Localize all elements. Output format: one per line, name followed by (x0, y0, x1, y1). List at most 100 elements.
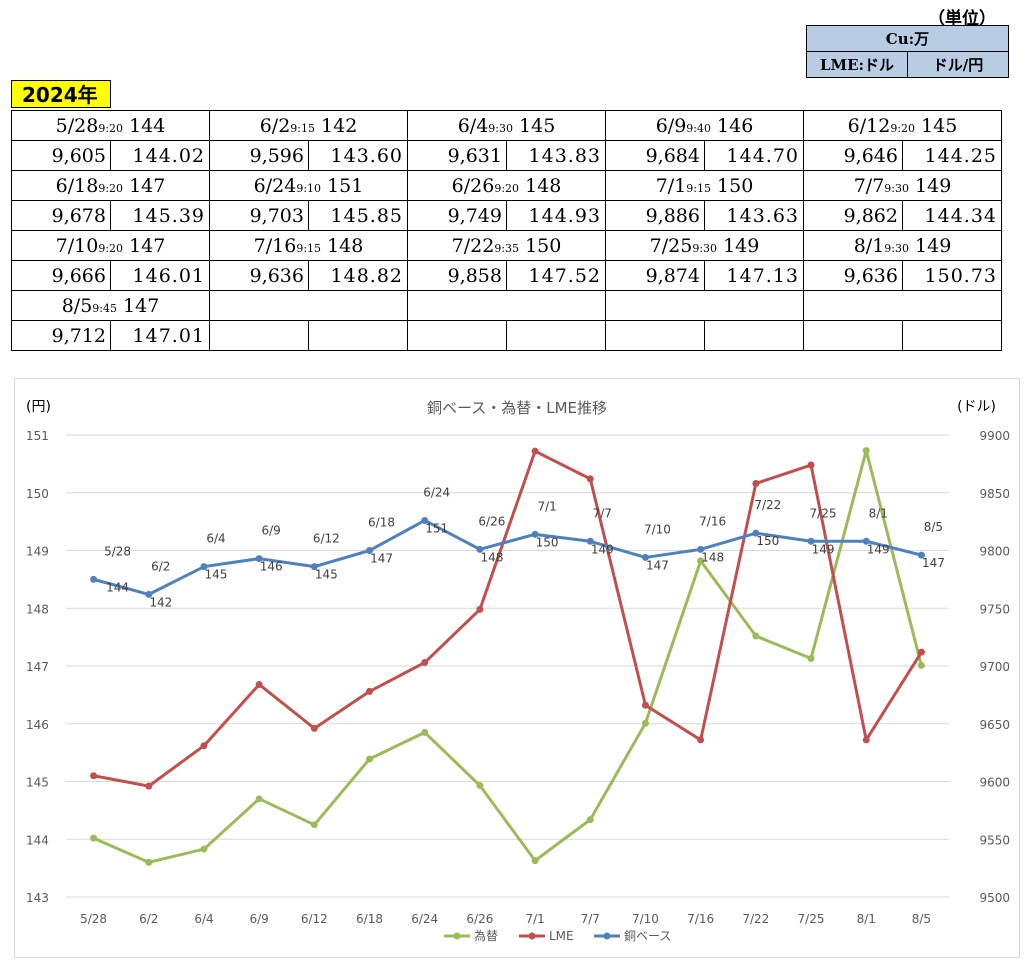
fx-cell (506, 320, 606, 351)
date: 7/10 (55, 234, 99, 257)
unit-fx: ドル/円 (907, 51, 1009, 78)
x-tick-label: 6/24 (411, 912, 438, 926)
data-label-value: 149 (812, 542, 835, 556)
data-label-value: 149 (591, 542, 614, 556)
data-label-date: 5/28 (104, 544, 131, 558)
date: 5/28 (55, 114, 99, 137)
date: 6/12 (847, 114, 891, 137)
date-header-cell (407, 290, 606, 321)
lme-cell: 9,636 (803, 260, 903, 291)
time: 9:20 (494, 181, 520, 195)
data-label-value: 147 (370, 552, 393, 566)
data-point (586, 537, 594, 545)
legend-marker (528, 932, 536, 940)
fx-cell: 144.25 (902, 140, 1002, 171)
copper-base: 150 (717, 174, 754, 197)
date-header-cell: 5/289:20 144 (11, 110, 210, 141)
right-axis-label: (ドル) (957, 399, 996, 415)
copper-base: 147 (123, 294, 160, 317)
copper-base: 149 (915, 234, 952, 257)
left-tick-label: 143 (26, 891, 49, 905)
data-point (421, 659, 429, 667)
copper-base: 149 (723, 234, 760, 257)
x-tick-label: 6/26 (466, 912, 493, 926)
lme-cell (605, 320, 705, 351)
data-label-value: 148 (480, 550, 503, 564)
copper-base: 147 (129, 174, 166, 197)
legend-marker (453, 932, 461, 940)
data-point (752, 529, 760, 537)
time: 9:35 (494, 241, 520, 255)
lme-cell: 9,684 (605, 140, 705, 171)
fx-cell: 144.70 (704, 140, 804, 171)
data-point (90, 772, 98, 780)
data-point (366, 687, 374, 695)
date: 8/5 (61, 294, 93, 317)
x-tick-label: 6/12 (301, 912, 328, 926)
left-tick-label: 146 (26, 718, 49, 732)
line-chart: 143 144 145 146 147 148 149 150 151 9500 9550 9600 9… (26, 399, 1010, 943)
data-point (90, 834, 98, 842)
data-label-value: 148 (701, 550, 724, 564)
date-header-cell: 6/189:20 147 (11, 170, 210, 201)
x-tick-label: 5/28 (80, 912, 107, 926)
unit-table: Cu:万 LME:ドル ドル/円 (806, 25, 1009, 78)
unit-caption: （単位） (928, 9, 996, 29)
data-point (145, 858, 153, 866)
x-tick-label: 7/22 (742, 912, 769, 926)
lme-cell (407, 320, 507, 351)
copper-base: 142 (321, 114, 358, 137)
time: 9:30 (488, 121, 513, 135)
lme-cell: 9,886 (605, 200, 705, 231)
date: 6/18 (55, 174, 99, 197)
right-tick-label: 9550 (979, 833, 1010, 847)
date: 6/9 (655, 114, 687, 137)
legend-label: LME (549, 929, 574, 943)
copper-base: 148 (525, 174, 562, 197)
lme-cell: 9,874 (605, 260, 705, 291)
lme-cell (803, 320, 903, 351)
lme-cell (209, 320, 309, 351)
date-header-cell: 6/49:30 145 (407, 110, 606, 141)
right-tick-label: 9700 (979, 660, 1010, 674)
data-label-date: 6/24 (423, 485, 450, 499)
data-point (807, 537, 815, 545)
date-header-cell: 7/259:30 149 (605, 230, 804, 261)
data-point (476, 782, 484, 790)
unit-lme: LME:ドル (806, 51, 908, 78)
data-label-value: 142 (149, 595, 172, 609)
left-tick-label: 150 (26, 487, 49, 501)
date-header-cell: 8/59:45 147 (11, 290, 210, 321)
date: 7/7 (853, 174, 885, 197)
x-tick-label: 6/9 (250, 912, 269, 926)
date: 6/2 (259, 114, 291, 137)
data-point (421, 728, 429, 736)
date-header-cell (209, 290, 408, 321)
date: 6/4 (457, 114, 489, 137)
lme-cell: 9,712 (11, 320, 111, 351)
right-tick-label: 9850 (979, 487, 1010, 501)
left-tick-label: 145 (26, 776, 49, 790)
table-row: 9,712 147.01 (11, 320, 1002, 351)
date: 7/25 (649, 234, 693, 257)
table-row: 5/289:20 144 6/29:15 142 6/49:30 145 6/99:4… (11, 110, 1002, 141)
copper-base: 147 (129, 234, 166, 257)
x-tick-label: 8/1 (857, 912, 876, 926)
series-line (93, 518, 922, 596)
data-label-date: 6/9 (262, 524, 281, 538)
fx-cell: 144.34 (902, 200, 1002, 231)
data-point (145, 782, 153, 790)
data-point (917, 648, 925, 656)
data-point (145, 590, 153, 598)
x-tick-label: 7/1 (525, 912, 544, 926)
fx-cell: 144.93 (506, 200, 606, 231)
fx-cell: 143.63 (704, 200, 804, 231)
data-label-value: 150 (756, 534, 779, 548)
right-tick-label: 9650 (979, 718, 1010, 732)
legend-label: 為替 (474, 929, 498, 943)
left-tick-label: 149 (26, 545, 49, 559)
fx-cell: 147.52 (506, 260, 606, 291)
time: 9:30 (884, 181, 909, 195)
data-point (200, 563, 208, 571)
x-tick-label: 7/25 (798, 912, 825, 926)
